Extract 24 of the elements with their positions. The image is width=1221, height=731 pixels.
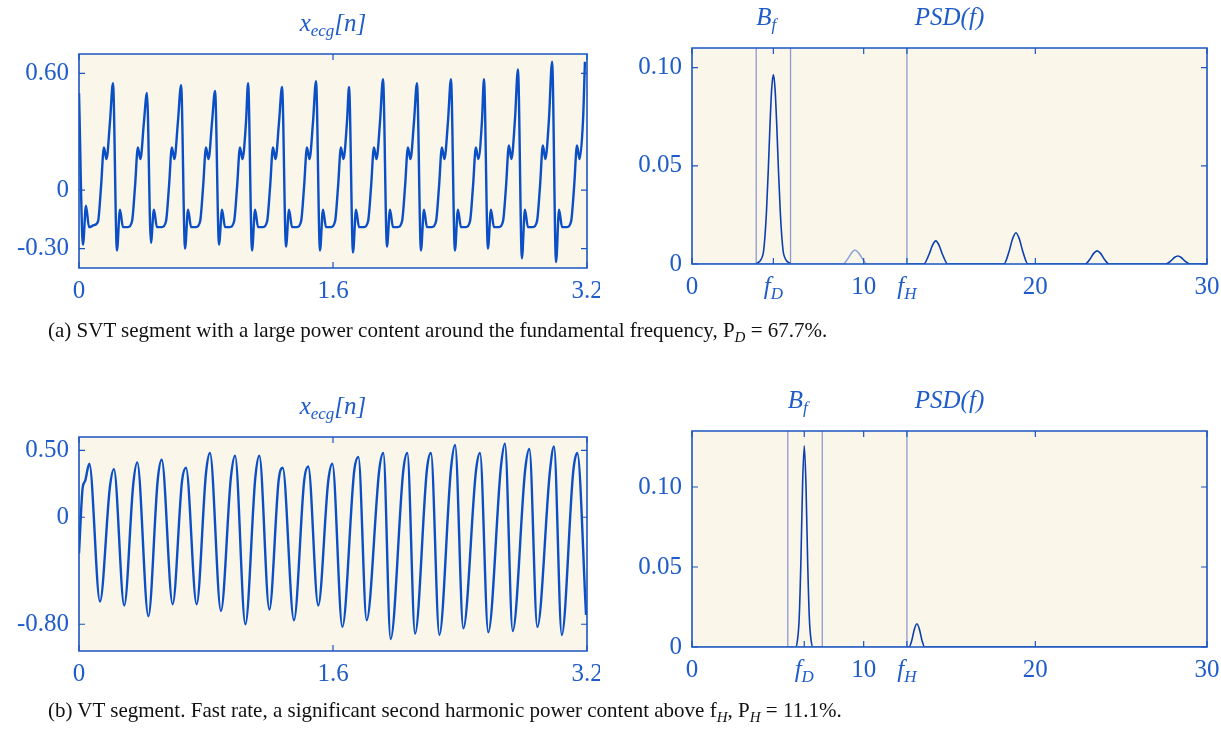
chart-title: PSD(f) xyxy=(913,2,985,31)
y-tick-label: 0 xyxy=(669,631,682,659)
x-tick-label: 30 xyxy=(1194,271,1220,299)
x-tick-label: 30 xyxy=(1194,654,1220,682)
x-tick-label: 20 xyxy=(1022,271,1048,299)
chart-title: PSD(f) xyxy=(913,385,985,414)
x-tick-label: 10 xyxy=(851,271,877,299)
y-tick-label: -0.80 xyxy=(16,608,69,636)
y-tick-label: 0 xyxy=(56,174,69,202)
y-tick-label: 0 xyxy=(669,248,682,276)
y-tick-label: 0.05 xyxy=(638,551,682,579)
y-tick-label: 0.10 xyxy=(638,52,682,80)
x-tick-label: 1.6 xyxy=(317,275,349,303)
y-tick-label: 0.05 xyxy=(638,150,682,178)
y-tick-label: 0.60 xyxy=(25,58,69,86)
y-tick-label: -0.30 xyxy=(16,233,69,261)
y-tick-label: 0.10 xyxy=(638,471,682,499)
x-tick-label: 1.6 xyxy=(317,658,349,686)
text: (a) SVT segment with a large power content around the fundamental frequency, P$_{D}$ = 67.7%. xyxy=(48,318,828,347)
y-tick-label: 0.50 xyxy=(25,434,69,462)
y-tick-label: 0 xyxy=(56,501,69,529)
text: (b) VT segment. Fast rate, a significant second harmonic power content above f$_{H}$, P$_{H}$ = 11.1%. xyxy=(48,698,842,727)
x-tick-label: 10 xyxy=(851,654,877,682)
x-tick-label: 20 xyxy=(1022,654,1048,682)
